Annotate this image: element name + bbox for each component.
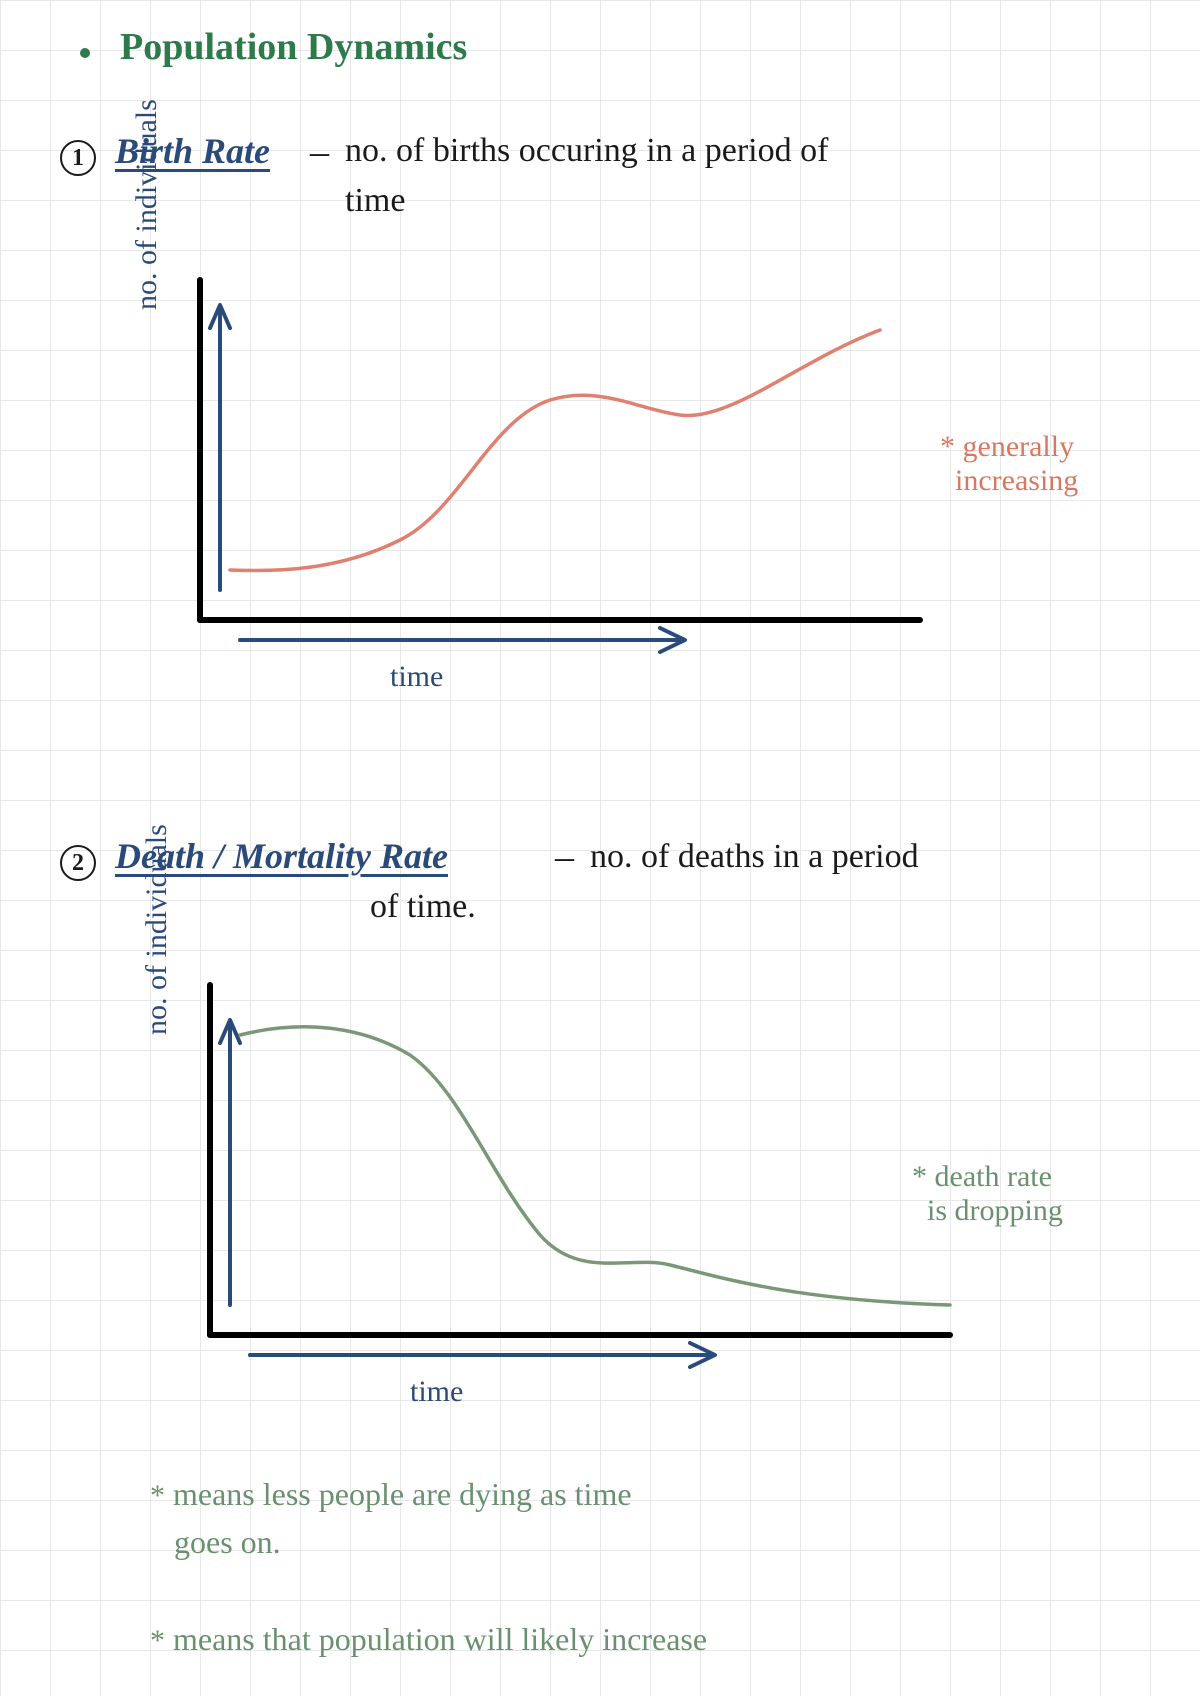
chart1-annot-line1: generally [963,430,1075,463]
section-number-1: 1 [60,140,96,176]
definition-1-line2: time [345,182,405,220]
dash-2: – [555,835,574,879]
definition-2-line2: of time. [370,888,476,926]
birth-rate-curve [230,330,880,571]
footnote-1: * means less people are dying as time go… [150,1470,1100,1566]
chart2-annot-line2: is dropping [927,1194,1063,1227]
page-title: Population Dynamics [120,25,467,69]
footnote-2: * means that population will likely incr… [150,1615,1150,1663]
chart1-xlabel: time [390,660,443,694]
footnote-1-line2: goes on. [174,1524,281,1560]
chart-birth-rate [120,250,1020,670]
chart2-ylabel: no. of individuals [140,824,174,1035]
section-number-2: 2 [60,845,96,881]
chart2-xlabel: time [410,1375,463,1409]
chart-death-rate [130,965,1030,1385]
section-number-2-text: 2 [72,850,84,877]
chart1-ylabel: no. of individuals [130,99,164,310]
title-bullet [80,48,90,58]
star-icon: * [150,1624,165,1657]
chart2-annot-line1: death rate [935,1160,1052,1193]
chart1-annot-line2: increasing [955,464,1078,497]
chart2-annotation: * death rate is dropping [912,1160,1063,1228]
footnote-2-line1: means that population will likely increa… [173,1621,707,1657]
death-rate-curve [240,1027,950,1305]
star-icon: * [940,430,955,463]
section-number-1-text: 1 [72,145,84,172]
dash-1: – [310,130,329,174]
star-icon: * [150,1479,165,1512]
definition-2-line1: no. of deaths in a period [590,838,919,876]
chart1-annotation: * generally increasing [940,430,1078,498]
star-icon: * [912,1160,927,1193]
footnote-1-line1: means less people are dying as time [173,1476,632,1512]
definition-1-line1: no. of births occuring in a period of [345,132,828,170]
